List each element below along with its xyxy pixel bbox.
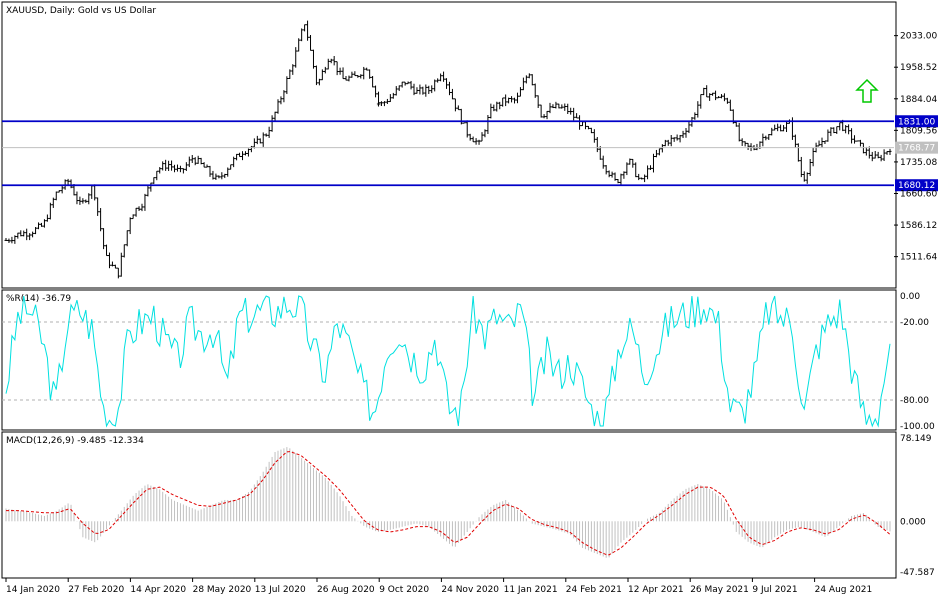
price-panel-frame	[1, 1, 897, 289]
price-tick-label: 1660.60	[900, 189, 937, 199]
x-tick-label: 24 Aug 2021	[815, 585, 873, 595]
wpr-tick-label: -100.00	[900, 422, 935, 432]
current-price-label: 1768.77	[898, 144, 935, 154]
x-tick-label: 9 Jul 2021	[752, 585, 797, 595]
price-tick-label: 1511.64	[900, 253, 937, 263]
x-tick-label: 26 Aug 2020	[317, 585, 375, 595]
x-axis: 14 Jan 2020 27 Feb 2020 14 Apr 2020 28 May …	[5, 578, 873, 595]
x-tick-label: 24 Feb 2021	[566, 585, 622, 595]
price-tick-label: 1735.08	[900, 158, 937, 168]
x-tick-label: 9 Oct 2020	[379, 585, 429, 595]
x-tick-label: 24 Nov 2020	[441, 585, 499, 595]
up-arrow-icon	[855, 78, 879, 103]
wpr-panel: %R(14) -36.79 0.00 -20.00 -80.00 -100.00	[1, 289, 935, 432]
current-price-label-box	[895, 141, 938, 154]
price-tick-label: 1809.56	[900, 126, 937, 136]
price-lines: 1831.00 1680.12 1768.77	[2, 115, 938, 192]
horizontal-level-label: 1680.12	[898, 181, 935, 191]
horizontal-level-label-box	[895, 179, 938, 192]
macd-tick-label: 78.149	[900, 434, 932, 444]
horizontal-level-label-box	[895, 115, 938, 128]
horizontal-level-label: 1831.00	[898, 117, 935, 127]
wpr-tick-label: -80.00	[900, 396, 929, 406]
price-tick-label: 2033.00	[900, 32, 937, 42]
price-panel: XAUUSD, Daily: Gold vs US Dollar * 1831.…	[1, 1, 938, 289]
x-tick-label: 13 Jul 2020	[255, 585, 306, 595]
price-y-axis: 2033.00 1958.52 1884.04 1809.56 1735.08 1660.…	[894, 32, 937, 263]
macd-panel: MACD(12,26,9) -9.485 -12.334 78.149 0.000…	[1, 431, 935, 579]
x-tick-label: 28 May 2020	[193, 585, 252, 595]
price-tick-label: 1586.12	[900, 221, 937, 231]
macd-histogram	[5, 447, 891, 558]
price-chart-title: XAUUSD, Daily: Gold vs US Dollar	[6, 6, 156, 16]
price-tick-label: 1884.04	[900, 95, 937, 105]
wpr-y-axis: 0.00 -20.00 -80.00 -100.00	[900, 292, 935, 432]
macd-signal-line	[6, 451, 891, 556]
price-tick-label: 1958.52	[900, 63, 937, 73]
wpr-series-line	[5, 295, 891, 428]
macd-tick-label: -47.587	[900, 568, 935, 578]
macd-title: MACD(12,26,9) -9.485 -12.334	[6, 436, 144, 446]
wpr-tick-label: 0.00	[900, 292, 920, 302]
x-tick-label: 12 Apr 2021	[628, 585, 684, 595]
x-tick-label: 14 Jan 2020	[6, 585, 60, 595]
macd-tick-label: 0.000	[900, 517, 926, 527]
x-tick-label: 26 May 2021	[690, 585, 749, 595]
x-tick-label: 27 Feb 2020	[68, 585, 124, 595]
marker-star-icon: *	[377, 102, 382, 112]
macd-y-axis: 78.149 0.000 -47.587	[900, 434, 935, 578]
wpr-tick-label: -20.00	[900, 318, 929, 328]
x-tick-label: 11 Jan 2021	[504, 585, 558, 595]
wpr-title: %R(14) -36.79	[6, 294, 71, 304]
x-tick-label: 14 Apr 2020	[130, 585, 186, 595]
price-bars: *	[4, 20, 892, 279]
